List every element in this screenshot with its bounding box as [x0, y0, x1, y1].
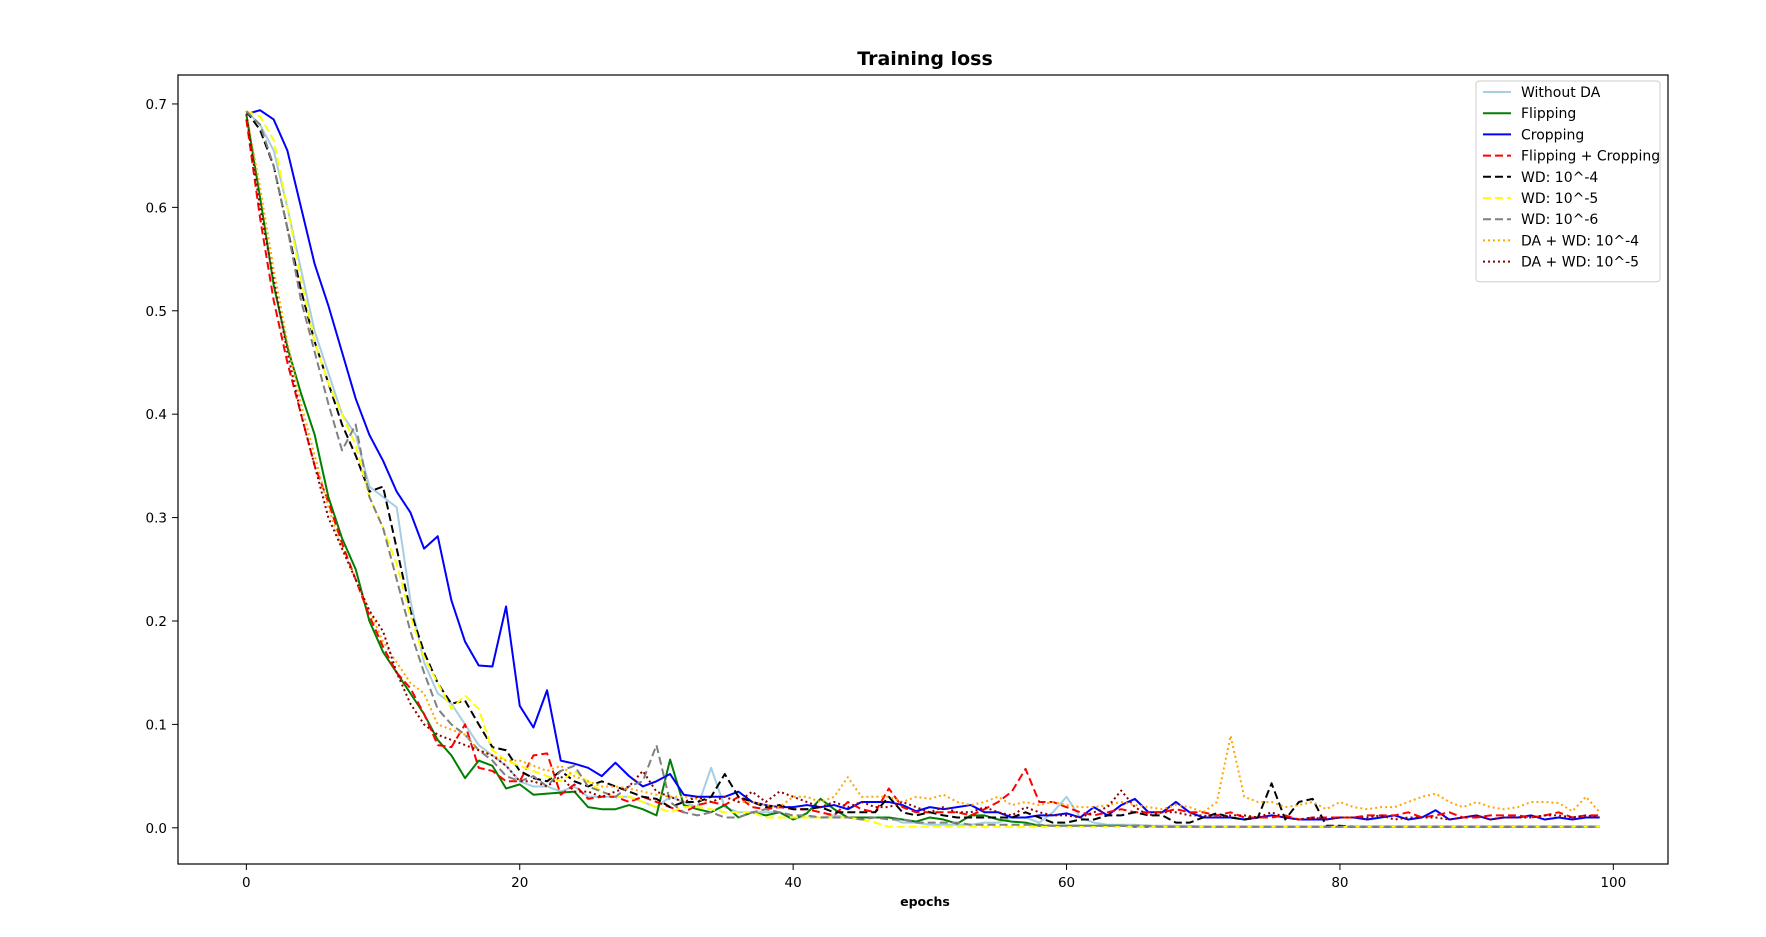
series-line-flipping-cropping: [245, 119, 1600, 821]
x-tick-label: 40: [785, 875, 802, 891]
legend-label: WD: 10^-4: [1521, 170, 1598, 186]
legend-label: Flipping + Cropping: [1521, 149, 1660, 165]
series-line-da-wd-10-4: [245, 114, 1601, 814]
x-axis-label: epochs: [900, 894, 950, 909]
x-tick-label: 60: [1058, 875, 1075, 891]
y-tick-label: 0.2: [146, 614, 167, 630]
legend-label: DA + WD: 10^-5: [1521, 255, 1639, 271]
legend-label: WD: 10^-6: [1521, 212, 1598, 228]
x-axis: 0 20 40 60 80 100: [242, 864, 1626, 891]
plot-area: [177, 74, 1669, 865]
y-tick-label: 0.4: [146, 407, 167, 423]
series-line-wd-10-4: [245, 110, 1600, 828]
series-line-flipping: [245, 114, 1600, 828]
chart-title: Training loss: [857, 48, 993, 70]
legend-box: [1475, 80, 1661, 283]
legend-label: WD: 10^-5: [1521, 191, 1598, 207]
y-axis: 0.0 0.1 0.2 0.3 0.4 0.5 0.6 0.7: [146, 97, 178, 837]
x-tick-label: 100: [1600, 875, 1626, 891]
y-tick-label: 0.3: [146, 511, 167, 527]
series-line-wd-10-5: [245, 110, 1600, 828]
series-line-da-wd-10-5: [245, 114, 1600, 821]
legend: Without DA Flipping Cropping Flipping + Cro…: [1475, 80, 1661, 283]
x-tick-label: 80: [1331, 875, 1348, 891]
y-tick-label: 0.1: [146, 717, 167, 733]
y-tick-label: 0.5: [146, 304, 167, 320]
y-tick-label: 0.7: [146, 97, 167, 113]
legend-label: Cropping: [1521, 127, 1584, 143]
y-tick-label: 0.0: [146, 821, 167, 837]
y-tick-label: 0.6: [146, 200, 167, 216]
legend-label: Without DA: [1521, 85, 1601, 101]
x-tick-label: 0: [242, 875, 251, 891]
series-line-wd-10-6: [245, 110, 1600, 828]
plot-frame: [177, 74, 1669, 865]
x-tick-label: 20: [511, 875, 528, 891]
series-line-cropping: [246, 109, 1600, 821]
legend-label: Flipping: [1521, 106, 1576, 122]
legend-label: DA + WD: 10^-4: [1521, 233, 1639, 249]
series-line-without-da: [245, 110, 1600, 828]
